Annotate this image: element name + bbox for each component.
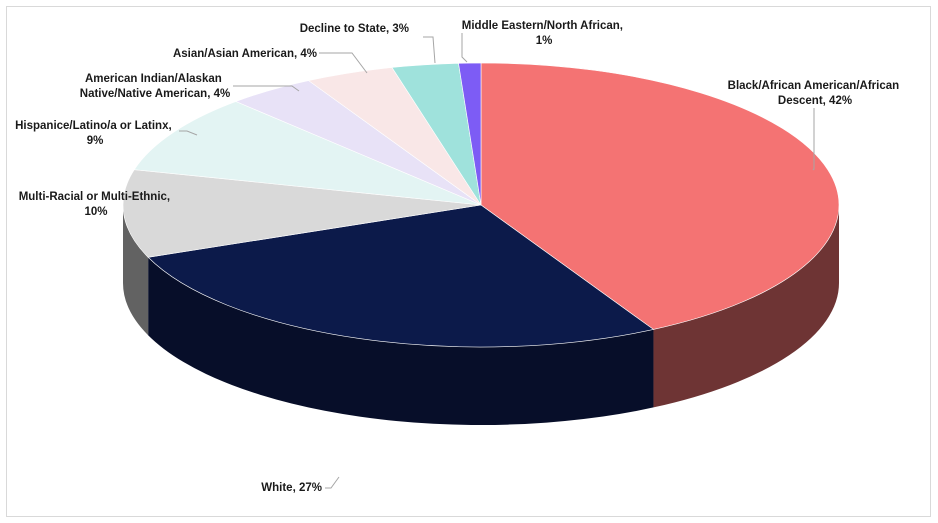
slice-label-black-line2: Descent, 42% [778, 95, 852, 107]
slice-label-hispanic-line2: 9% [87, 135, 104, 147]
slice-labels: Black/African American/African Descent, … [15, 20, 903, 494]
leader-line-middle-eastern [461, 33, 468, 63]
slice-label-middle-eastern-line1: Middle Eastern/North African, [462, 20, 623, 32]
slice-label-black: Black/African American/African Descent, … [728, 80, 903, 107]
slice-label-american-indian: American Indian/Alaskan Native/Native Am… [80, 73, 230, 100]
slice-label-decline: Decline to State, 3% [300, 23, 409, 35]
leader-line-black [812, 108, 815, 171]
slice-label-white: White, 27% [261, 482, 322, 494]
leader-line-white [325, 476, 340, 489]
slice-label-black-line1: Black/African American/African [728, 80, 900, 92]
pie-chart: Black/African American/African Descent, … [15, 20, 903, 494]
leader-line-asian [319, 52, 368, 74]
leader-line-american-indian [233, 85, 300, 92]
slice-side-multi-racial-or-multi-ethnic [123, 205, 149, 336]
slice-middle-eastern-north-african [458, 62, 482, 206]
slice-label-middle-eastern-line2: 1% [536, 35, 553, 47]
slice-side-white [148, 257, 654, 425]
slice-white [147, 204, 655, 348]
pie-side-walls [123, 205, 839, 425]
slice-label-american-indian-line1: American Indian/Alaskan [85, 73, 222, 85]
leader-line-hispanic [179, 130, 198, 136]
pie-slices [122, 62, 840, 348]
slice-label-middle-eastern: Middle Eastern/North African, 1% [462, 20, 626, 47]
leader-line-decline [423, 36, 436, 64]
slice-label-multiracial-line2: 10% [84, 206, 107, 218]
chart-area: Black/African American/African Descent, … [6, 6, 931, 517]
slice-label-multiracial-line1: Multi-Racial or Multi-Ethnic, [19, 191, 170, 203]
slice-side-black-african-american-african-descent [653, 205, 839, 408]
slice-multi-racial-or-multi-ethnic [122, 169, 482, 258]
slice-label-hispanic-line1: Hispanice/Latino/a or Latinx, [15, 120, 172, 132]
slice-label-multiracial: Multi-Racial or Multi-Ethnic, 10% [19, 191, 174, 218]
slice-hispanice-latino-a-or-latinx [133, 101, 482, 206]
slice-label-asian: Asian/Asian American, 4% [173, 48, 317, 60]
slice-label-american-indian-line2: Native/Native American, 4% [80, 88, 230, 100]
slice-black-african-american-african-descent [480, 62, 840, 330]
slice-label-hispanic: Hispanice/Latino/a or Latinx, 9% [15, 120, 175, 147]
